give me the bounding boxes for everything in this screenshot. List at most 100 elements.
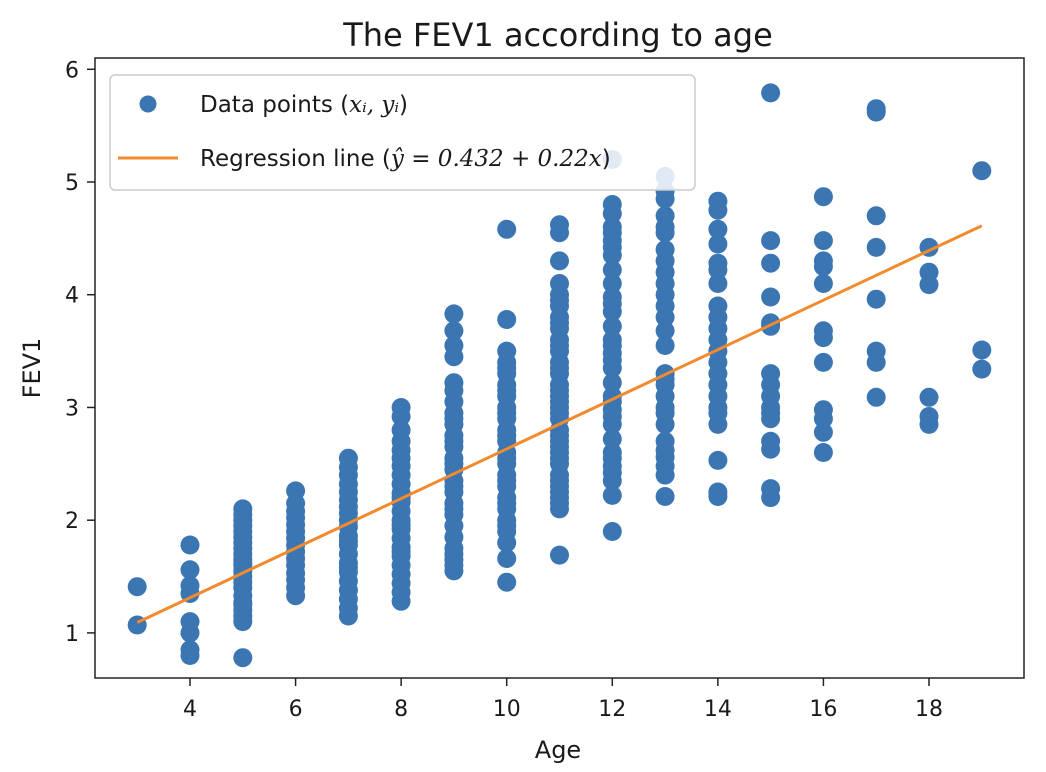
y-tick-label: 4 bbox=[65, 284, 79, 309]
x-tick-label: 16 bbox=[809, 697, 837, 722]
data-point bbox=[602, 522, 622, 541]
data-point bbox=[866, 289, 886, 309]
x-tick-label: 6 bbox=[289, 697, 303, 722]
data-point bbox=[338, 558, 358, 577]
data-point bbox=[444, 476, 464, 496]
data-point bbox=[655, 321, 675, 341]
data-point bbox=[127, 577, 147, 597]
data-point bbox=[602, 485, 622, 505]
data-point bbox=[655, 240, 675, 260]
data-point bbox=[602, 195, 622, 214]
data-point bbox=[180, 576, 200, 596]
y-tick-label: 3 bbox=[65, 396, 79, 421]
data-point bbox=[550, 215, 569, 235]
legend: Data points (xᵢ, yᵢ) Regression line (ŷ … bbox=[109, 74, 696, 191]
data-point bbox=[602, 463, 622, 483]
data-point bbox=[444, 544, 464, 564]
data-point bbox=[391, 420, 411, 440]
data-point bbox=[866, 99, 886, 119]
data-point bbox=[708, 253, 728, 273]
x-tick-label: 18 bbox=[915, 697, 943, 722]
x-tick-label: 12 bbox=[598, 697, 626, 722]
y-tick-label: 5 bbox=[65, 171, 79, 196]
y-tick-label: 1 bbox=[65, 622, 79, 647]
data-point bbox=[919, 262, 939, 282]
data-point bbox=[550, 392, 569, 412]
legend-entry-regression-line: Regression line (ŷ = 0.432 + 0.22x) bbox=[200, 146, 611, 172]
data-point bbox=[602, 429, 622, 449]
data-point bbox=[761, 479, 781, 499]
data-point bbox=[497, 471, 517, 491]
data-point bbox=[602, 336, 622, 355]
y-tick-label: 6 bbox=[65, 58, 79, 83]
data-point bbox=[866, 237, 886, 257]
data-point bbox=[813, 352, 833, 372]
data-point bbox=[602, 373, 622, 393]
legend-line-suffix: ) bbox=[602, 146, 611, 172]
data-point bbox=[497, 310, 517, 329]
data-point bbox=[338, 531, 358, 550]
x-axis-label: Age bbox=[535, 736, 581, 764]
data-point bbox=[550, 545, 569, 565]
data-point bbox=[391, 515, 411, 535]
data-point bbox=[233, 499, 253, 519]
x-tick-label: 8 bbox=[394, 697, 408, 722]
legend-point-marker bbox=[139, 95, 157, 113]
data-point bbox=[180, 560, 200, 580]
data-point bbox=[338, 448, 358, 468]
chart-title: The FEV1 according to age bbox=[342, 16, 773, 54]
data-point bbox=[233, 595, 253, 615]
data-point bbox=[497, 493, 517, 513]
data-point bbox=[444, 373, 464, 393]
data-point bbox=[655, 336, 675, 355]
data-point bbox=[550, 358, 569, 378]
regression-line bbox=[136, 224, 983, 624]
data-point bbox=[813, 187, 833, 207]
data-point bbox=[866, 206, 886, 226]
data-point bbox=[813, 251, 833, 271]
data-point bbox=[497, 426, 517, 446]
data-point bbox=[919, 387, 939, 407]
data-point bbox=[813, 400, 833, 420]
data-point bbox=[602, 294, 622, 314]
data-point bbox=[444, 304, 464, 324]
data-point bbox=[497, 381, 517, 400]
data-point bbox=[550, 482, 569, 502]
data-point bbox=[813, 422, 833, 442]
data-point bbox=[444, 321, 464, 341]
data-point bbox=[550, 313, 569, 333]
data-point bbox=[233, 553, 253, 573]
y-tick-label: 2 bbox=[65, 509, 79, 534]
data-point bbox=[444, 499, 464, 519]
data-point bbox=[655, 217, 675, 237]
data-point bbox=[602, 260, 622, 280]
data-point bbox=[286, 481, 306, 501]
legend-box bbox=[109, 74, 696, 191]
x-tick-label: 14 bbox=[704, 697, 732, 722]
data-point bbox=[761, 83, 781, 103]
data-point bbox=[602, 274, 622, 293]
data-point bbox=[602, 223, 622, 243]
legend-entry-data-points: Data points (xᵢ, yᵢ) bbox=[200, 92, 408, 118]
data-point bbox=[813, 231, 833, 251]
data-point bbox=[813, 274, 833, 293]
data-point bbox=[761, 253, 781, 273]
data-point bbox=[180, 612, 200, 632]
x-tick-label: 10 bbox=[493, 697, 521, 722]
data-point bbox=[550, 437, 569, 457]
x-axis-ticks: 4 6 8 10 12 14 16 18 bbox=[183, 678, 943, 722]
regression-line-layer bbox=[136, 224, 983, 624]
data-point bbox=[497, 448, 517, 468]
data-point bbox=[602, 316, 622, 336]
data-point bbox=[972, 161, 992, 181]
legend-points-math: xᵢ, yᵢ bbox=[349, 92, 399, 118]
data-point bbox=[761, 364, 781, 384]
data-point bbox=[708, 219, 728, 239]
data-point bbox=[655, 369, 675, 389]
data-point bbox=[708, 234, 728, 254]
y-axis-ticks: 1 2 3 4 5 6 bbox=[65, 58, 95, 647]
data-point bbox=[497, 516, 517, 536]
data-point bbox=[602, 448, 622, 468]
data-point bbox=[444, 409, 464, 429]
